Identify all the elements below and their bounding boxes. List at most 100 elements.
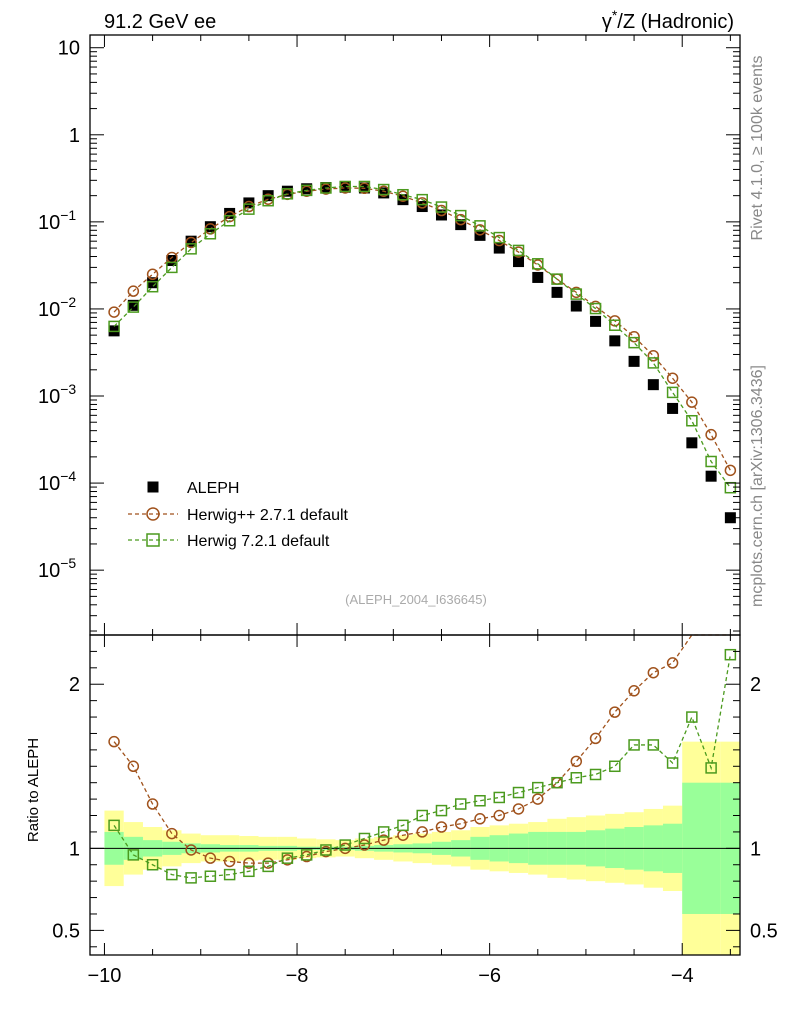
- legend-marker-2: [146, 533, 160, 547]
- series-1-point-28: [647, 349, 660, 362]
- series-2-line: [113, 185, 731, 489]
- series-0-point-22: [532, 271, 544, 283]
- ratio-series-1-point-27: [628, 739, 640, 751]
- series-2-point-19: [474, 220, 486, 232]
- ratio-series-0-point-29: [666, 657, 679, 669]
- process-star: *: [612, 7, 618, 23]
- y-tick-exponent: −4: [60, 468, 76, 484]
- ratio-series-0-point-13: [358, 839, 371, 851]
- y-tick-base: 10: [38, 560, 60, 582]
- series-1-point-4: [185, 236, 197, 249]
- series-0-point-10: [301, 183, 313, 195]
- legend-label-0: ALEPH: [187, 480, 239, 497]
- legend-label-2: Herwig 7.2.1 default: [187, 533, 330, 550]
- ratio-y-tick-label-right-0: 2: [750, 674, 761, 696]
- series-2-point-22: [532, 258, 544, 270]
- y-tick-label-0: 10: [58, 38, 80, 60]
- ratio-series-0-point-4: [185, 844, 197, 856]
- ratio-series-0-point-6: [223, 855, 236, 868]
- ratio-y-tick-label-left-1: 1: [69, 838, 80, 860]
- series-2-point-17: [435, 201, 448, 213]
- series-2-point-1: [127, 301, 140, 313]
- series-0-point-31: [705, 470, 717, 482]
- series-0-point-23: [551, 286, 563, 298]
- series-2-point-11: [320, 182, 332, 194]
- ratio-series-0-point-22: [532, 793, 544, 805]
- series-1-point-1: [127, 285, 140, 297]
- series-0-point-4: [185, 235, 197, 247]
- legend-marker-0: [147, 481, 159, 493]
- series-2-point-3: [166, 261, 178, 274]
- series-2-point-16: [416, 193, 428, 206]
- series-0-point-12: [339, 181, 351, 193]
- ratio-series-1-point-14: [377, 826, 390, 838]
- ratio-series-1-point-5: [204, 870, 217, 882]
- ratio-series-0-point-1: [127, 760, 140, 773]
- series-2-point-5: [204, 228, 217, 240]
- series-1-line: [113, 187, 731, 471]
- series-1-point-32: [724, 464, 737, 477]
- ratio-series-1-point-13: [358, 832, 371, 845]
- ratio-series-0-point-5: [204, 852, 217, 864]
- y-tick-exponent: −2: [60, 294, 76, 310]
- ratio-series-1-point-6: [223, 868, 236, 881]
- ratio-series-0-point-24: [570, 755, 583, 768]
- series-0-point-30: [686, 437, 698, 449]
- ratio-series-0-point-17: [435, 821, 448, 833]
- ratio-series-1-point-23: [551, 776, 563, 789]
- process-gamma: γ: [602, 11, 612, 33]
- ratio-series-1-point-21: [512, 786, 525, 799]
- series-2-point-6: [223, 214, 236, 227]
- ratio-series-0-point-28: [647, 666, 660, 679]
- ratio-series-0-point-19: [474, 813, 486, 825]
- y-tick-label-6: 10−5: [38, 555, 76, 582]
- ratio-series-1-point-26: [609, 760, 621, 773]
- ratio-series-1-point-28: [647, 739, 660, 751]
- analysis-watermark: (ALEPH_2004_I636645): [345, 592, 487, 607]
- series-2-point-13: [358, 180, 371, 193]
- ratio-series-0-point-18: [454, 817, 467, 830]
- series-0-point-24: [570, 300, 582, 312]
- ratio-frame: [89, 634, 741, 956]
- ratio-series-1-point-25: [589, 768, 602, 781]
- ratio-series-1-point-3: [166, 868, 178, 881]
- series-2-point-14: [377, 183, 390, 196]
- series-0-point-7: [243, 197, 255, 209]
- series-0-point-14: [378, 187, 390, 199]
- series-0-point-3: [166, 255, 178, 267]
- series-0-point-28: [647, 379, 659, 391]
- series-2-point-9: [281, 188, 294, 200]
- ratio-series-1-point-32: [724, 648, 737, 661]
- ratio-series-0-point-7: [243, 857, 255, 869]
- ratio-series-1-point-15: [397, 819, 409, 832]
- series-0-point-9: [281, 185, 293, 197]
- x-tick-label-0: −10: [87, 965, 121, 987]
- ratio-series-1-point-24: [570, 772, 583, 784]
- series-2-point-21: [512, 244, 525, 257]
- ratio-series-1-point-31: [705, 762, 717, 774]
- process-label: γ*/Z (Hadronic): [602, 7, 734, 33]
- series-0-point-6: [224, 207, 236, 219]
- energy-label: 91.2 GeV ee: [104, 11, 216, 33]
- ratio-series-1-point-1: [127, 849, 140, 861]
- series-1-point-27: [628, 330, 640, 343]
- series-0-point-27: [628, 355, 640, 367]
- series-2-point-30: [686, 414, 698, 427]
- series-1-point-29: [666, 372, 679, 384]
- ratio-series-0-point-0: [108, 735, 120, 748]
- mcplots-label: mcplots.cern.ch [arXiv:1306.3436]: [749, 365, 766, 607]
- x-tick-label-1: −8: [286, 965, 309, 987]
- process-rest: /Z (Hadronic): [617, 11, 734, 33]
- series-0-point-26: [609, 335, 621, 347]
- ratio-series-0-point-21: [512, 803, 525, 815]
- ratio-y-tick-label-right-1: 1: [750, 838, 761, 860]
- series-1-point-2: [146, 268, 159, 281]
- ratio-series-1-point-30: [686, 711, 698, 723]
- series-1-point-30: [686, 396, 698, 408]
- ratio-series-1-point-9: [281, 852, 294, 864]
- y-tick-label-2: 10−1: [38, 207, 76, 234]
- ratio-series-1-point-11: [320, 844, 332, 856]
- series-2-point-8: [262, 194, 274, 207]
- ratio-series-0-line: [113, 634, 731, 864]
